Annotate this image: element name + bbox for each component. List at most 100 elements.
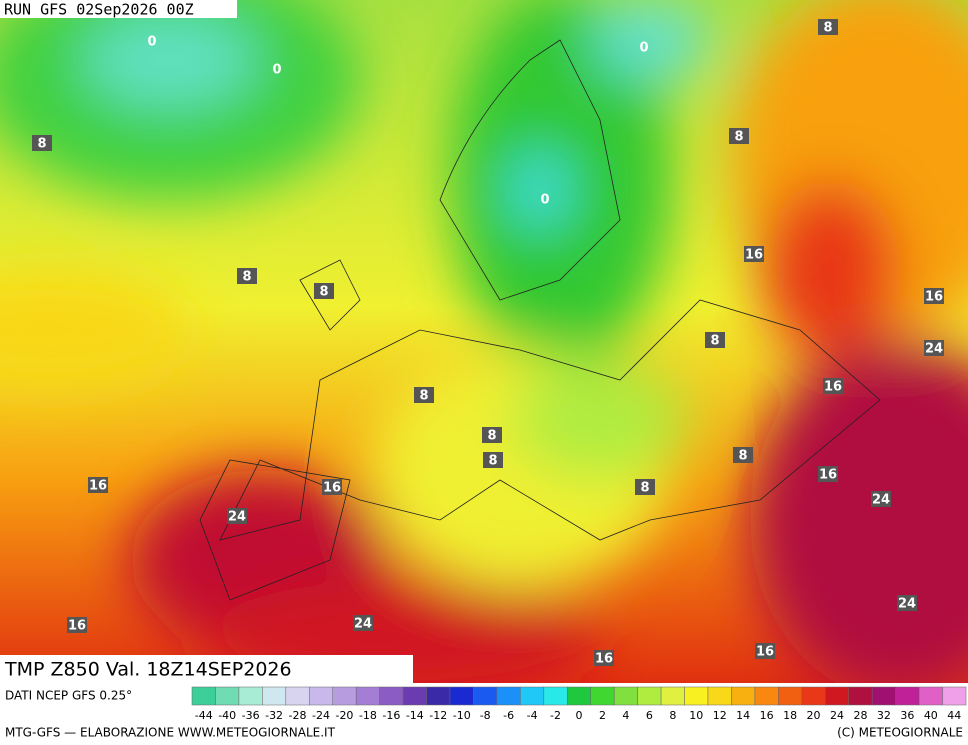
contour-label: 8 <box>487 429 496 444</box>
legend-swatch <box>309 686 333 706</box>
legend-label: -14 <box>406 709 424 722</box>
legend-swatch <box>355 686 380 706</box>
legend-swatch <box>707 686 732 706</box>
legend-label: -36 <box>242 709 260 722</box>
legend-label: 44 <box>947 709 961 722</box>
legend-label: 24 <box>830 709 844 722</box>
contour-label: 8 <box>488 454 497 469</box>
legend-label: 36 <box>900 709 914 722</box>
contour-label-box <box>88 477 108 493</box>
contour-label: 16 <box>323 481 341 496</box>
contour-label: 24 <box>925 342 943 357</box>
legend-swatch <box>262 686 287 706</box>
legend-label: -8 <box>480 709 491 722</box>
legend-swatch <box>567 686 591 706</box>
legend-swatch <box>871 686 896 706</box>
field-label: TMP Z850 Val. 18Z14SEP2026 <box>4 659 292 681</box>
legend-label: -2 <box>550 709 561 722</box>
legend-label: 4 <box>622 709 629 722</box>
legend-label: -44 <box>195 709 213 722</box>
contour-label: 8 <box>419 389 428 404</box>
contour-label-box <box>594 650 614 666</box>
run-label: RUN GFS 02Sep2026 00Z <box>4 1 194 19</box>
legend-label: -24 <box>312 709 330 722</box>
footer-right: (C) METEOGIORNALE <box>837 726 963 740</box>
contour-label-box <box>871 491 891 507</box>
footer-left: MTG-GFS — ELABORAZIONE WWW.METEOGIORNALE… <box>5 726 336 740</box>
contour-label: 16 <box>68 619 86 634</box>
legend-swatch <box>918 686 943 706</box>
contour-label: 16 <box>824 380 842 395</box>
contour-label: 8 <box>319 285 328 300</box>
legend-label: -10 <box>453 709 471 722</box>
contour-label-box <box>237 268 257 284</box>
contour-label-box <box>353 615 373 631</box>
legend-swatch <box>520 686 545 706</box>
contour-label-box <box>322 479 342 495</box>
contour-label-box <box>823 378 843 394</box>
legend-swatch <box>496 686 521 706</box>
contour-label-box <box>897 595 917 611</box>
contour-label-box <box>705 332 725 348</box>
contour-label: 8 <box>710 334 719 349</box>
coastlines <box>199 39 881 601</box>
contour-label: 8 <box>734 130 743 145</box>
contour-label: 0 <box>639 41 648 56</box>
legend-label: -28 <box>289 709 307 722</box>
legend-label: 28 <box>853 709 867 722</box>
contour-label: 8 <box>37 137 46 152</box>
legend-label: -32 <box>265 709 283 722</box>
contour-label: 16 <box>595 652 613 667</box>
contour-label: 24 <box>872 493 890 508</box>
legend-swatch <box>449 686 474 706</box>
contour-label-box <box>924 340 944 356</box>
contour-label-box <box>733 447 753 463</box>
run-box <box>0 0 237 18</box>
legend-label: 0 <box>576 709 583 722</box>
contour-label: 16 <box>819 468 837 483</box>
contour-label-box <box>32 135 52 151</box>
contour-label: 24 <box>898 597 916 612</box>
legend-label: -6 <box>503 709 514 722</box>
contour-label: 8 <box>640 481 649 496</box>
contour-label-box <box>635 479 655 495</box>
contour-label-box <box>924 288 944 304</box>
legend-swatch <box>684 686 709 706</box>
legend-label: 6 <box>646 709 653 722</box>
legend-swatch <box>590 686 615 706</box>
contour-label: 24 <box>228 510 246 525</box>
legend-label: -12 <box>429 709 447 722</box>
contour-label: 16 <box>925 290 943 305</box>
contour-label: 24 <box>354 617 372 632</box>
legend-label: 40 <box>924 709 938 722</box>
legend-label: 8 <box>669 709 676 722</box>
legend-swatch <box>238 686 263 706</box>
contour-label-box <box>414 387 434 403</box>
contour-label: 0 <box>540 193 549 208</box>
contour-label: 8 <box>242 270 251 285</box>
contour-label-box <box>227 508 247 524</box>
contour-label: 16 <box>745 248 763 263</box>
legend-swatch <box>543 686 568 706</box>
legend-swatch <box>801 686 826 706</box>
legend-label: -4 <box>527 709 538 722</box>
legend-swatch <box>379 686 404 706</box>
legend-swatch <box>215 686 240 706</box>
legend-swatch <box>332 686 357 706</box>
legend-swatch <box>825 686 849 706</box>
temperature-field <box>0 0 968 683</box>
field-box <box>0 655 413 684</box>
legend-label: 10 <box>689 709 703 722</box>
legend-swatch <box>778 686 803 706</box>
legend-label: 18 <box>783 709 797 722</box>
legend-swatch <box>402 686 427 706</box>
contour-label: 0 <box>147 35 156 50</box>
legend-swatch <box>637 686 662 706</box>
legend-label: 16 <box>760 709 774 722</box>
legend-swatch <box>895 686 920 706</box>
contour-label-box <box>744 246 764 262</box>
contour-label-box <box>314 283 334 299</box>
legend-label: 14 <box>736 709 750 722</box>
legend-swatch <box>426 686 451 706</box>
legend-swatch <box>754 686 779 706</box>
